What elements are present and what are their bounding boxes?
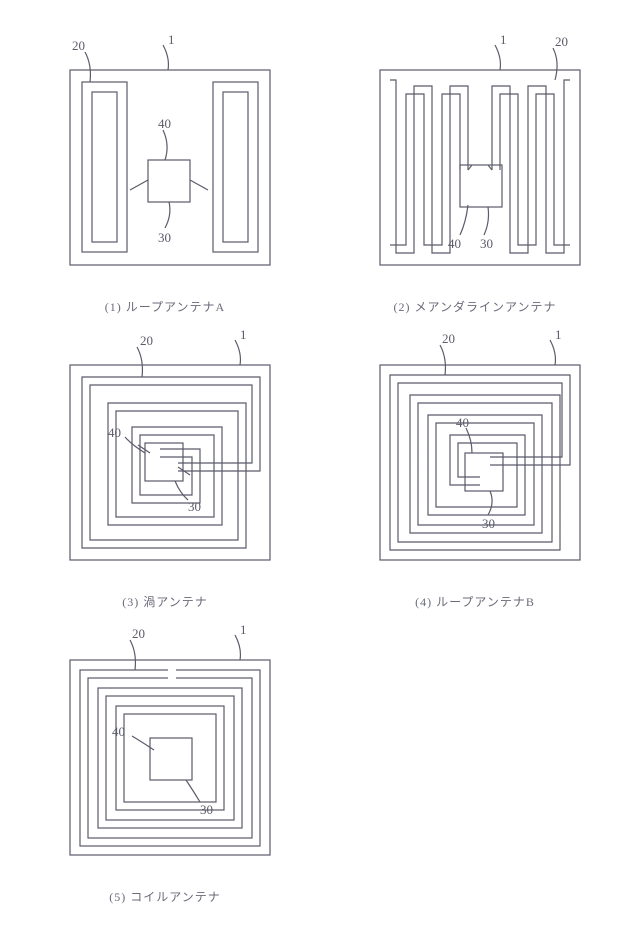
diagram-loop-b: 20 1 40 30	[360, 325, 590, 585]
label-40: 40	[112, 724, 125, 739]
caption-3: (3) 渦アンテナ	[122, 593, 208, 610]
diagram-spiral: 20 1 40 30	[50, 325, 280, 585]
diagram-meander: 1 20 40 30	[360, 30, 590, 290]
panel-2: 1 20 40 30 (2) メアンダラインアンテナ	[360, 30, 590, 315]
label-30: 30	[158, 230, 171, 245]
label-20: 20	[555, 34, 568, 49]
panel-5: 20 1 40 30 (5) コイルアンテナ	[50, 620, 280, 905]
label-30: 30	[200, 802, 213, 817]
label-20: 20	[72, 38, 85, 53]
label-1: 1	[500, 32, 507, 47]
diagram-coil: 20 1 40 30	[50, 620, 280, 880]
row-3: 20 1 40 30 (5) コイルアンテナ	[50, 620, 590, 905]
page: 20 1 40 30 (1) ループアンテナA	[0, 0, 640, 945]
label-40: 40	[108, 425, 121, 440]
label-20: 20	[140, 333, 153, 348]
label-20: 20	[442, 331, 455, 346]
label-40: 40	[448, 236, 461, 251]
label-30: 30	[480, 236, 493, 251]
label-1: 1	[240, 622, 247, 637]
row-2: 20 1 40 30 (3) 渦アンテナ 20 1	[50, 325, 590, 610]
caption-4: (4) ループアンテナB	[415, 593, 535, 610]
caption-2: (2) メアンダラインアンテナ	[393, 298, 556, 315]
panel-4: 20 1 40 30 (4) ループアンテナB	[360, 325, 590, 610]
label-40: 40	[456, 415, 469, 430]
caption-5: (5) コイルアンテナ	[109, 888, 221, 905]
panel-1: 20 1 40 30 (1) ループアンテナA	[50, 30, 280, 315]
caption-1: (1) ループアンテナA	[105, 298, 225, 315]
label-20: 20	[132, 626, 145, 641]
label-40: 40	[158, 116, 171, 131]
label-30: 30	[188, 499, 201, 514]
label-1: 1	[168, 32, 175, 47]
label-1: 1	[240, 327, 247, 342]
diagram-loop-a: 20 1 40 30	[50, 30, 280, 290]
panel-3: 20 1 40 30 (3) 渦アンテナ	[50, 325, 280, 610]
label-30: 30	[482, 516, 495, 531]
row-1: 20 1 40 30 (1) ループアンテナA	[50, 30, 590, 315]
label-1: 1	[555, 327, 562, 342]
